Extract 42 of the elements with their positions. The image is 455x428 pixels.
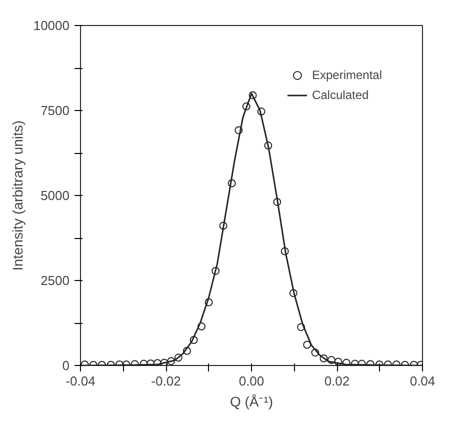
point (311, 348, 320, 357)
point (174, 354, 182, 362)
point (273, 198, 282, 206)
x-tick-label: -0.02 (151, 374, 181, 388)
x-axis-title: Q (Å⁻¹) (230, 394, 274, 410)
point (280, 247, 289, 256)
x-tick-label: 0.04 (410, 374, 436, 388)
point (197, 322, 206, 330)
point (342, 358, 350, 366)
point (212, 266, 220, 275)
point (204, 298, 213, 306)
y-tick-label: 7500 (40, 103, 70, 118)
point (153, 359, 162, 366)
point (160, 358, 168, 366)
y-tick-label: 2500 (40, 273, 70, 288)
point (248, 91, 257, 100)
point (320, 354, 328, 362)
point (334, 358, 342, 366)
point (234, 126, 243, 134)
point (242, 102, 250, 110)
x-tick-label: 0.00 (238, 374, 264, 388)
x-tick-label: -0.04 (66, 374, 96, 388)
y-axis-title: Intensity (arbitrary units) (9, 120, 26, 271)
x-tick-label: 0.02 (324, 374, 350, 388)
point (257, 108, 266, 116)
point (182, 346, 191, 355)
point (190, 336, 198, 344)
legend-label: Calculated (312, 88, 369, 102)
point (140, 360, 148, 366)
y-tick-label: 5000 (40, 188, 70, 203)
point (228, 179, 236, 188)
y-tick-label: 10000 (33, 18, 70, 33)
point (297, 323, 306, 332)
point (264, 142, 272, 150)
point (289, 289, 298, 298)
y-tick-label: 0 (62, 358, 70, 373)
point (327, 356, 336, 364)
point (167, 357, 176, 366)
point (303, 340, 312, 349)
point (219, 222, 228, 230)
legend-label: Experimental (312, 68, 382, 82)
point (358, 360, 366, 366)
